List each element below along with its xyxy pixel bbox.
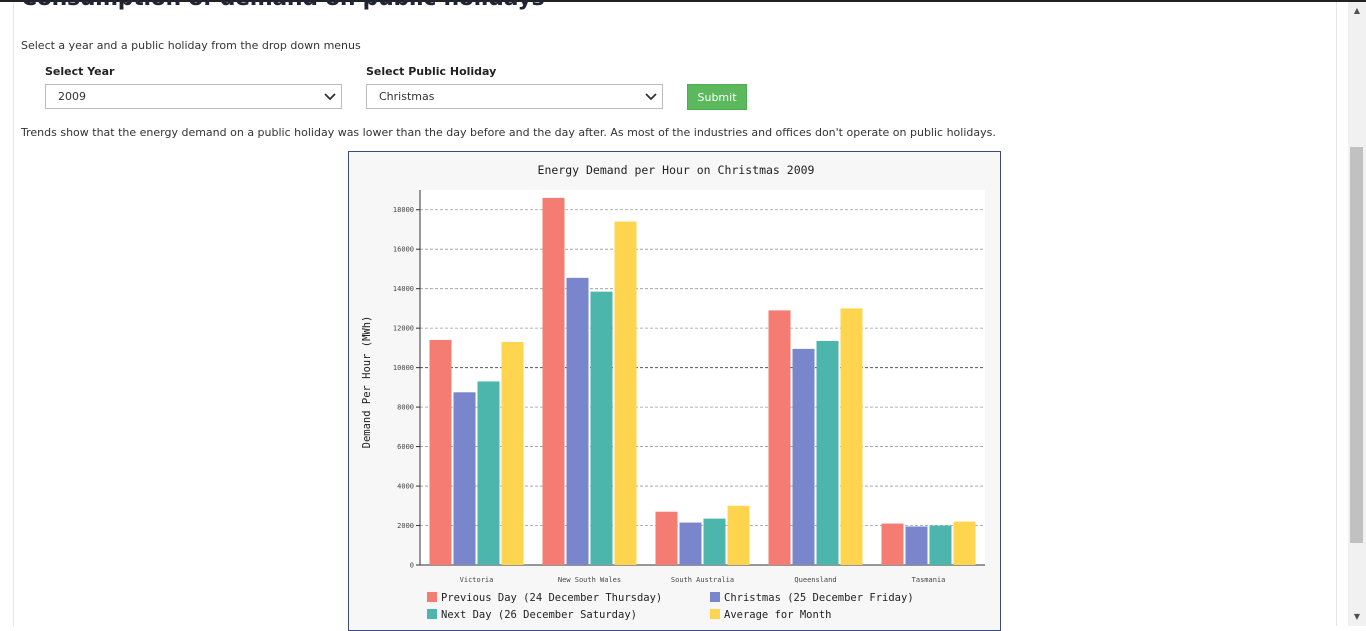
x-tick-label: New South Wales — [558, 576, 621, 584]
chevron-down-icon — [324, 93, 336, 101]
bar — [566, 277, 589, 565]
y-tick-label: 18000 — [393, 206, 414, 214]
scrollbar-thumb[interactable] — [1350, 147, 1363, 543]
holiday-label: Select Public Holiday — [366, 65, 497, 78]
year-select-value: 2009 — [58, 90, 86, 103]
scroll-down-arrow-icon[interactable]: ▼ — [1353, 612, 1361, 621]
x-tick-label: Victoria — [460, 576, 494, 584]
top-border — [0, 0, 1366, 2]
legend-item: Christmas (25 December Friday) — [710, 592, 914, 604]
legend-swatch — [710, 609, 720, 619]
page-scrollbar[interactable]: ▲ ▼ — [1348, 2, 1366, 626]
x-tick-label: Queensland — [794, 576, 836, 584]
y-tick-label: 12000 — [393, 325, 414, 333]
bar — [614, 221, 637, 565]
bar — [768, 310, 791, 565]
bar — [816, 340, 839, 565]
submit-button[interactable]: Submit — [687, 84, 747, 110]
year-label: Select Year — [45, 65, 115, 78]
bar — [679, 522, 702, 565]
bar — [727, 505, 750, 565]
y-tick-label: 10000 — [393, 364, 414, 372]
bar — [501, 341, 524, 565]
content-left-edge — [13, 2, 14, 626]
legend-label: Average for Month — [724, 609, 831, 621]
y-tick-label: 2000 — [397, 522, 414, 530]
bar — [905, 526, 928, 565]
chart-title: Energy Demand per Hour on Christmas 2009 — [538, 163, 815, 177]
chevron-down-icon — [645, 93, 657, 101]
legend-label: Christmas (25 December Friday) — [724, 592, 914, 604]
content-right-edge — [1336, 2, 1337, 626]
energy-demand-chart: Energy Demand per Hour on Christmas 2009… — [348, 151, 1001, 631]
x-tick-label: Tasmania — [912, 576, 946, 584]
x-tick-label: South Australia — [671, 576, 734, 584]
bar — [703, 518, 726, 565]
bar — [590, 291, 613, 565]
legend-swatch — [427, 609, 437, 619]
bar — [953, 521, 976, 565]
y-axis-label: Demand Per Hour (MWh) — [361, 316, 373, 449]
legend-item: Previous Day (24 December Thursday) — [427, 592, 662, 604]
legend-label: Previous Day (24 December Thursday) — [441, 592, 662, 604]
bar — [881, 523, 904, 565]
legend-label: Next Day (26 December Saturday) — [441, 609, 637, 621]
holiday-select[interactable]: Christmas — [366, 84, 663, 109]
instructions-text: Select a year and a public holiday from … — [21, 39, 361, 52]
page-title: Consumption of demand on public holidays — [21, 0, 545, 11]
legend-swatch — [710, 592, 720, 602]
holiday-select-value: Christmas — [379, 90, 435, 103]
bar — [655, 511, 678, 565]
y-tick-label: 14000 — [393, 285, 414, 293]
bar — [477, 381, 500, 565]
scroll-up-arrow-icon[interactable]: ▲ — [1353, 6, 1361, 15]
chart-legend: Previous Day (24 December Thursday) Chris… — [427, 592, 914, 621]
bar — [792, 348, 815, 565]
bar — [453, 392, 476, 565]
y-tick-label: 6000 — [397, 443, 414, 451]
legend-item: Next Day (26 December Saturday) — [427, 609, 637, 621]
y-tick-label: 4000 — [397, 483, 414, 491]
y-tick-label: 8000 — [397, 404, 414, 412]
bar — [929, 525, 952, 565]
y-tick-label: 16000 — [393, 246, 414, 254]
y-tick-label: 0 — [410, 562, 414, 570]
legend-item: Average for Month — [710, 609, 831, 621]
bar — [840, 308, 863, 565]
bar — [429, 340, 452, 565]
plot-area: 0 2000 4000 6000 8000 10000 12000 14000 16000 180… — [393, 190, 985, 584]
bar — [542, 197, 565, 565]
trends-text: Trends show that the energy demand on a … — [21, 126, 996, 139]
chart-svg: Energy Demand per Hour on Christmas 2009… — [361, 163, 985, 621]
year-select[interactable]: 2009 — [45, 84, 342, 109]
legend-swatch — [427, 592, 437, 602]
